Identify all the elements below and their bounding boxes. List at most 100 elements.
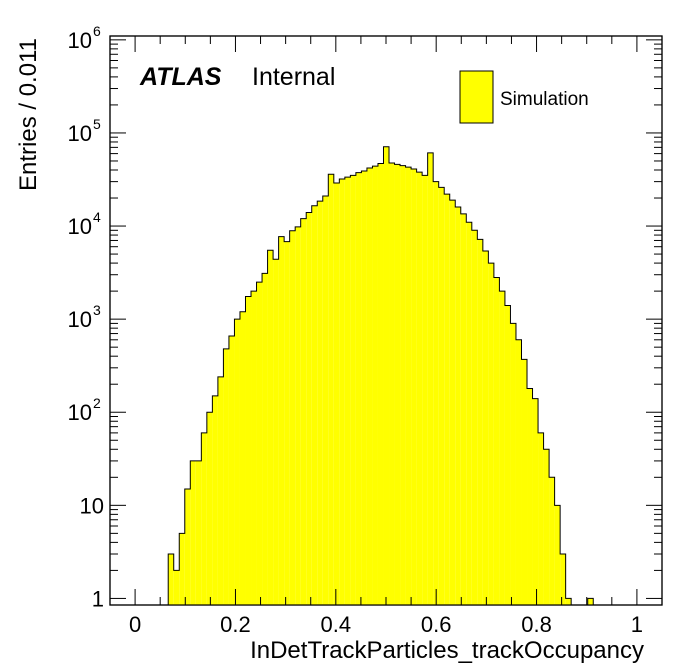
histogram-bin	[256, 282, 263, 605]
histogram-bin	[389, 163, 395, 605]
histogram-bin	[504, 305, 511, 605]
histogram-bin	[455, 207, 461, 605]
histogram-bin	[344, 177, 351, 606]
histogram-bin	[306, 212, 312, 605]
histogram-bin	[289, 230, 296, 606]
histogram-bin	[350, 175, 356, 606]
histogram-bin	[212, 395, 218, 605]
histogram-bin	[190, 460, 196, 605]
histogram-bin	[355, 172, 362, 605]
histogram-bin	[223, 348, 229, 605]
histogram-bin	[228, 335, 235, 605]
legend-swatch	[459, 70, 494, 124]
histogram-bin	[245, 296, 252, 605]
histogram-bin	[295, 226, 301, 605]
histogram-bin	[532, 398, 539, 605]
histogram-bin	[168, 554, 174, 605]
histogram-bin	[521, 359, 528, 605]
histogram-bin	[411, 168, 417, 606]
histogram-bin	[201, 432, 207, 605]
histogram-bin	[328, 174, 334, 606]
atlas-sublabel: Internal	[252, 63, 335, 91]
histogram-bin	[549, 477, 555, 605]
histogram-bin	[538, 432, 544, 605]
y-tick-exponent: 4	[93, 209, 101, 225]
histogram-bin	[449, 200, 456, 606]
histogram-bin	[372, 166, 378, 605]
histogram-bin	[482, 250, 489, 606]
y-tick-label: 10	[68, 400, 92, 425]
histogram-bin	[554, 505, 561, 605]
histogram-bin	[427, 152, 434, 605]
histogram-bin	[422, 175, 428, 606]
histogram-bin	[267, 250, 274, 606]
y-tick-exponent: 6	[93, 23, 101, 39]
histogram-bin	[499, 291, 505, 605]
histogram-bin	[488, 263, 494, 605]
y-tick-label: 10	[80, 493, 104, 518]
y-tick-exponent: 2	[93, 395, 101, 411]
y-tick-exponent: 3	[93, 302, 101, 318]
histogram-bin	[471, 230, 478, 605]
histogram-bin	[394, 164, 401, 605]
histogram-bin	[515, 339, 522, 605]
histogram-bin	[361, 171, 367, 606]
x-tick-label: 0	[129, 612, 141, 637]
histogram-bin	[560, 554, 566, 605]
histogram-bin	[433, 181, 439, 606]
histogram-bin	[322, 196, 329, 605]
histogram-bin	[444, 194, 450, 605]
histogram-bin	[377, 163, 384, 605]
histogram-bin	[284, 241, 290, 606]
histogram-bin	[438, 187, 445, 605]
histogram-bin	[179, 533, 185, 605]
histogram-bin	[251, 291, 257, 605]
histogram-bin	[239, 311, 246, 605]
histogram-layer	[167, 146, 599, 606]
histogram-bin	[300, 218, 307, 605]
histogram-bin	[466, 222, 472, 605]
histogram-bin	[493, 277, 500, 605]
histogram-bin	[184, 488, 191, 605]
x-tick-label: 0.4	[321, 612, 352, 637]
histogram-bin	[217, 376, 224, 605]
histogram-bin	[510, 323, 516, 605]
y-tick-exponent: 5	[93, 116, 101, 132]
x-axis-title: InDetTrackParticles_trackOccupancy	[250, 637, 644, 664]
histogram-bin	[527, 388, 533, 605]
histogram-bin	[383, 146, 390, 605]
x-tick-label: 0.6	[421, 612, 452, 637]
histogram-bin	[339, 179, 345, 605]
x-axis-ticks: 0 0.2 0.4 0.6 0.8 1	[129, 36, 643, 637]
atlas-label: ATLAS	[139, 63, 222, 91]
x-tick-label: 0.8	[521, 612, 552, 637]
histogram-bin	[173, 570, 180, 605]
legend-entry-simulation: Simulation	[500, 89, 589, 110]
histogram-bin	[400, 165, 406, 605]
histogram-bin	[543, 449, 550, 605]
y-tick-label: 1	[92, 586, 104, 611]
histogram-bin	[366, 168, 373, 605]
histogram-bin	[317, 201, 323, 605]
histogram-bin	[278, 236, 285, 605]
histogram-bin	[206, 412, 213, 605]
histogram-bin	[416, 172, 423, 605]
histogram-outline	[167, 146, 599, 606]
histogram-bin	[405, 167, 412, 606]
histogram-bin	[565, 598, 572, 605]
histogram-bin	[234, 319, 240, 605]
y-tick-label: 10	[68, 28, 92, 53]
histogram-bin	[587, 598, 594, 605]
histogram-bin	[273, 259, 279, 605]
x-tick-label: 0.2	[220, 612, 251, 637]
y-tick-label: 10	[68, 307, 92, 332]
histogram-bin	[460, 213, 467, 605]
y-tick-label: 10	[68, 214, 92, 239]
y-tick-label: 10	[68, 121, 92, 146]
histogram-bin	[477, 239, 483, 606]
y-axis-title: Entries / 0.011	[15, 38, 42, 191]
histogram-bin	[333, 182, 340, 605]
histogram-bin	[311, 205, 318, 605]
